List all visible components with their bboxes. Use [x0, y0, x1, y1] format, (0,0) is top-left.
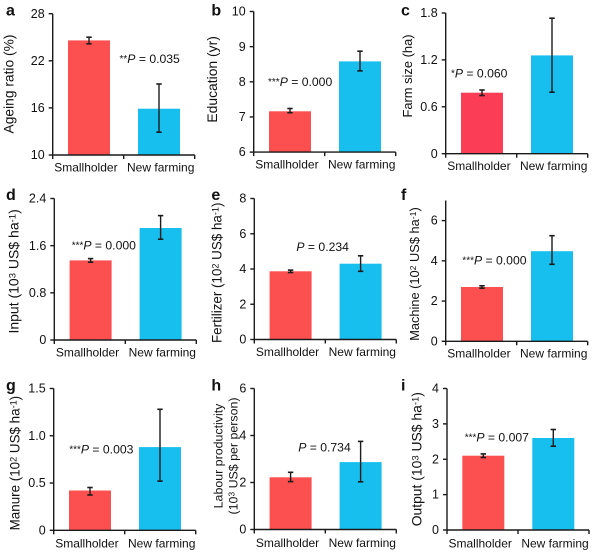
- svg-text:1.6: 1.6: [29, 239, 46, 253]
- svg-text:8: 8: [239, 75, 246, 89]
- svg-text:6: 6: [239, 227, 246, 241]
- svg-text:0: 0: [432, 523, 439, 537]
- svg-text:1.5: 1.5: [28, 382, 45, 396]
- svg-text:i: i: [401, 378, 405, 395]
- svg-text:***P = 0.000: ***P = 0.000: [268, 75, 332, 89]
- svg-text:Farm size (ha): Farm size (ha): [400, 34, 415, 117]
- svg-text:P = 0.734: P = 0.734: [298, 441, 351, 455]
- svg-text:Smallholder: Smallholder: [255, 158, 318, 172]
- svg-text:Ageing ratio (%): Ageing ratio (%): [2, 35, 17, 134]
- svg-text:New farming: New farming: [128, 537, 195, 551]
- svg-text:0.5: 0.5: [28, 476, 45, 490]
- svg-text:10: 10: [31, 148, 45, 162]
- svg-text:c: c: [401, 3, 410, 20]
- svg-text:New farming: New farming: [520, 159, 587, 173]
- svg-text:0.8: 0.8: [29, 286, 46, 300]
- svg-text:8: 8: [239, 192, 246, 206]
- svg-text:New farming: New farming: [127, 160, 194, 174]
- svg-text:6: 6: [431, 214, 438, 228]
- svg-text:0: 0: [431, 334, 438, 348]
- svg-text:2: 2: [239, 476, 246, 490]
- svg-text:1.0: 1.0: [28, 429, 45, 443]
- svg-text:2: 2: [239, 297, 246, 311]
- svg-text:6: 6: [239, 145, 246, 159]
- svg-text:16: 16: [31, 101, 45, 115]
- svg-text:f: f: [401, 187, 407, 204]
- svg-text:2: 2: [431, 294, 438, 308]
- svg-text:4: 4: [432, 382, 439, 396]
- svg-text:Input (103 US$ ha-1): Input (103 US$ ha-1): [6, 209, 22, 333]
- svg-text:New farming: New farming: [328, 158, 395, 172]
- svg-text:0: 0: [39, 333, 46, 347]
- svg-text:New farming: New farming: [521, 536, 588, 550]
- svg-text:0.6: 0.6: [420, 100, 437, 114]
- svg-text:1: 1: [432, 488, 439, 502]
- svg-text:Smallholder: Smallholder: [256, 345, 319, 359]
- svg-text:22: 22: [31, 54, 45, 68]
- svg-text:***P = 0.003: ***P = 0.003: [69, 443, 133, 457]
- svg-text:1.8: 1.8: [420, 6, 437, 20]
- svg-text:9: 9: [239, 40, 246, 54]
- svg-text:New farming: New farming: [129, 345, 196, 359]
- svg-text:g: g: [6, 378, 16, 395]
- svg-text:P = 0.234: P = 0.234: [296, 240, 349, 254]
- svg-text:Smallholder: Smallholder: [449, 536, 512, 550]
- svg-text:Smallholder: Smallholder: [54, 160, 117, 174]
- svg-text:d: d: [6, 187, 16, 204]
- svg-text:4: 4: [431, 254, 438, 268]
- svg-text:b: b: [211, 3, 221, 20]
- svg-text:e: e: [211, 187, 220, 204]
- svg-text:4: 4: [239, 429, 246, 443]
- svg-text:***P = 0.007: ***P = 0.007: [465, 430, 529, 444]
- svg-text:***P = 0.000: ***P = 0.000: [72, 238, 136, 252]
- svg-text:Education (yr): Education (yr): [204, 36, 220, 122]
- svg-text:Labour productivity: Labour productivity: [212, 403, 226, 508]
- svg-text:*P = 0.060: *P = 0.060: [451, 67, 508, 81]
- svg-text:0: 0: [431, 147, 438, 161]
- svg-text:Smallholder: Smallholder: [256, 536, 319, 550]
- svg-text:3: 3: [432, 417, 439, 431]
- svg-text:**P = 0.035: **P = 0.035: [120, 52, 181, 66]
- svg-text:7: 7: [239, 110, 246, 124]
- svg-text:10: 10: [232, 5, 246, 19]
- svg-text:6: 6: [239, 382, 246, 396]
- svg-text:Smallholder: Smallholder: [55, 537, 118, 551]
- svg-text:Manure (102 US$ ha-1): Manure (102 US$ ha-1): [8, 396, 23, 530]
- svg-text:(103 US$ per person): (103 US$ per person): [227, 398, 241, 515]
- svg-text:0: 0: [239, 523, 246, 537]
- svg-text:a: a: [6, 3, 15, 20]
- svg-text:New farming: New farming: [520, 347, 587, 361]
- svg-text:Smallholder: Smallholder: [56, 345, 119, 359]
- svg-text:Smallholder: Smallholder: [447, 347, 510, 361]
- svg-text:4: 4: [239, 262, 246, 276]
- svg-text:New farming: New farming: [329, 536, 396, 550]
- svg-text:h: h: [211, 378, 221, 395]
- svg-text:***P = 0.000: ***P = 0.000: [462, 253, 526, 267]
- svg-text:New farming: New farming: [329, 345, 396, 359]
- svg-text:1.2: 1.2: [420, 53, 437, 67]
- svg-text:Output (103 US$ ha-1): Output (103 US$ ha-1): [409, 392, 425, 526]
- svg-text:2: 2: [432, 452, 439, 466]
- svg-text:0: 0: [39, 523, 46, 537]
- svg-text:Fertilizer (102 US$ ha-1): Fertilizer (102 US$ ha-1): [210, 203, 225, 343]
- svg-text:28: 28: [31, 7, 45, 21]
- svg-text:Smallholder: Smallholder: [447, 159, 510, 173]
- svg-text:0: 0: [239, 333, 246, 347]
- svg-text:2.4: 2.4: [29, 192, 46, 206]
- svg-text:Machine (102 US$ ha-1): Machine (102 US$ ha-1): [407, 207, 422, 341]
